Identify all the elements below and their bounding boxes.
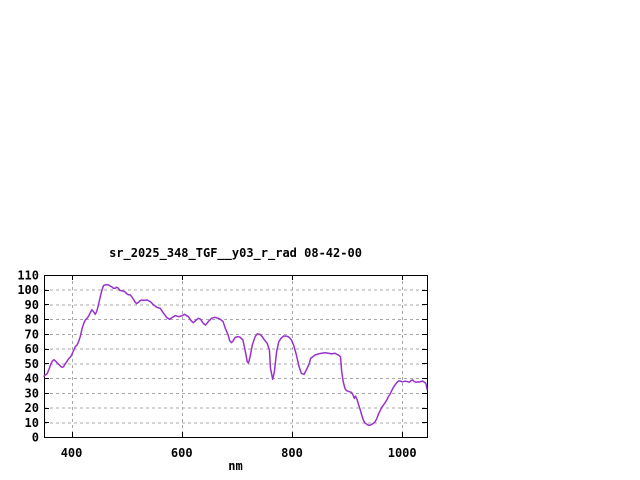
y-tick-label: 30 [25, 386, 39, 400]
x-tick-label: 1000 [388, 446, 417, 460]
plot-frame [44, 275, 428, 438]
y-tick-label: 40 [25, 372, 39, 386]
x-tick-label: 600 [171, 446, 193, 460]
data-curve [43, 283, 428, 427]
x-tick-label: 800 [281, 446, 303, 460]
y-tick-label: 0 [32, 431, 39, 445]
chart-title: sr_2025_348_TGF__y03_r_rad 08-42-00 [109, 246, 362, 260]
y-tick-label: 50 [25, 357, 39, 371]
y-tick-label: 10 [25, 416, 39, 430]
x-tick-label: 400 [61, 446, 83, 460]
y-tick-label: 100 [17, 283, 39, 297]
y-tick-label: 110 [17, 269, 39, 283]
y-tick-label: 90 [25, 298, 39, 312]
y-tick-label: 70 [25, 327, 39, 341]
y-tick-label: 80 [25, 313, 39, 327]
y-tick-label: 60 [25, 342, 39, 356]
x-axis-label: nm [228, 459, 243, 473]
y-tick-label: 20 [25, 401, 39, 415]
